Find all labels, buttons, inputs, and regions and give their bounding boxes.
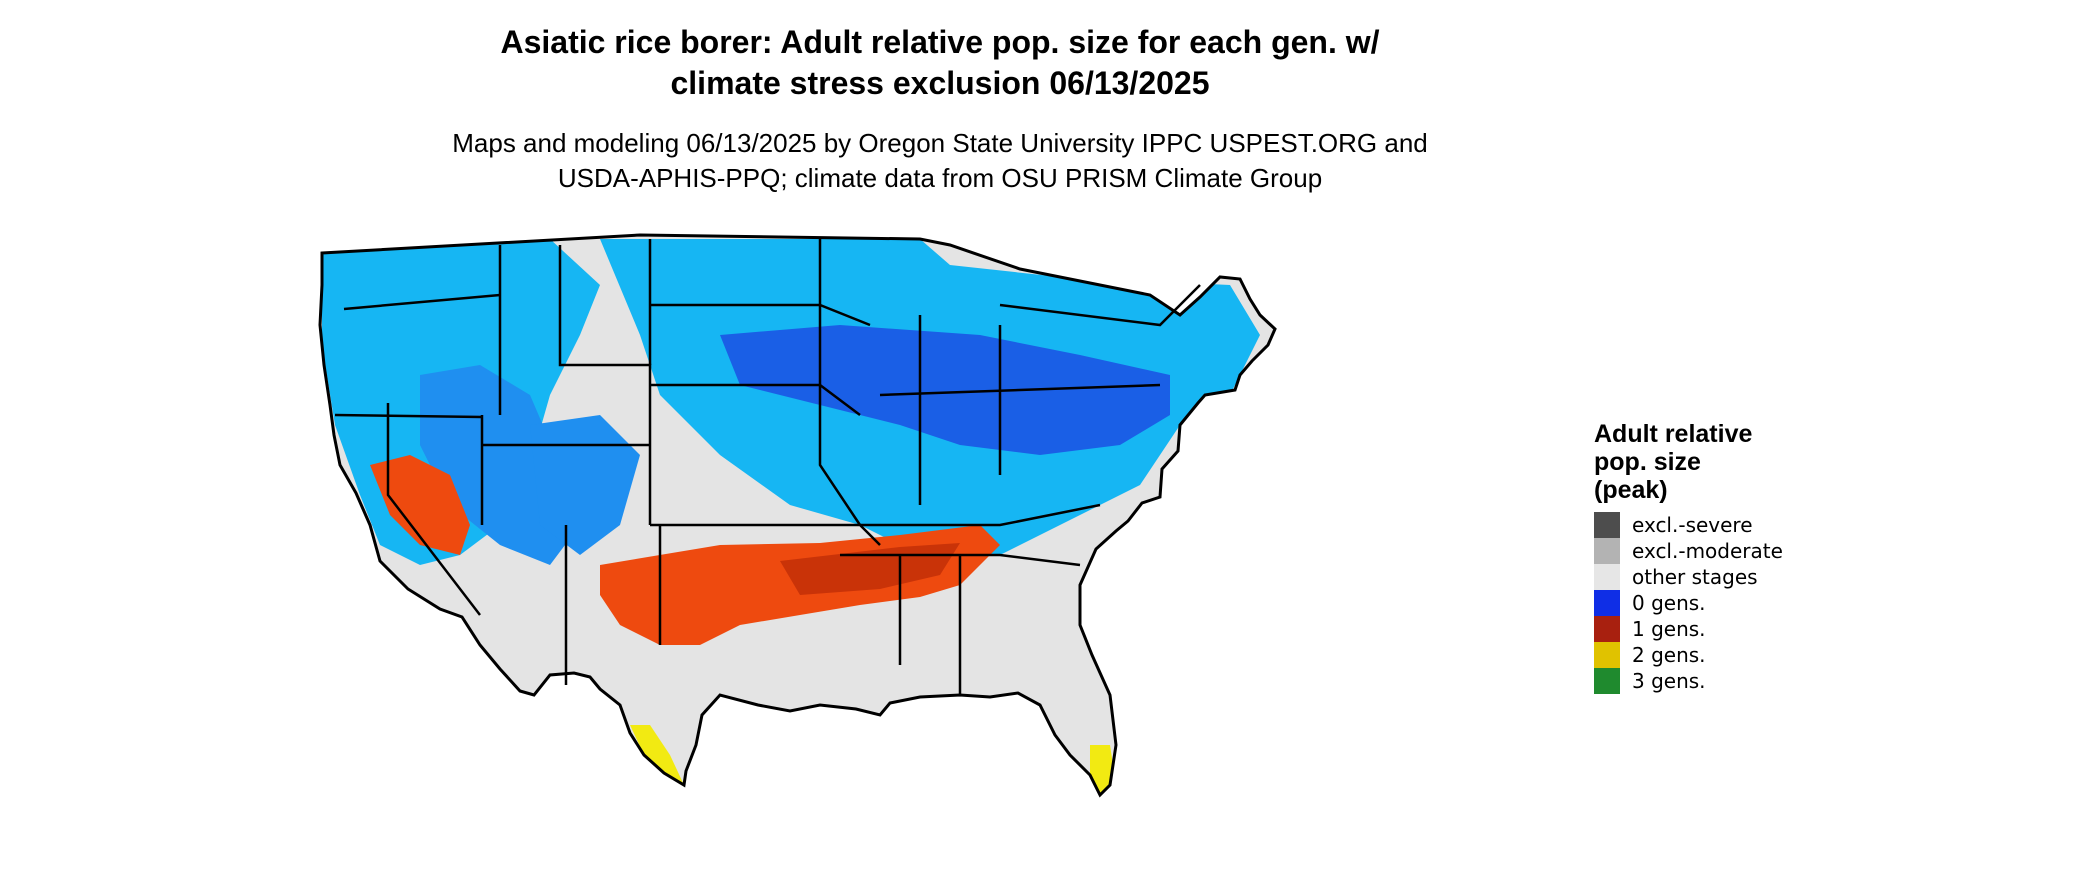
us-map — [318, 233, 1277, 797]
legend-swatch-excl-severe — [1594, 512, 1620, 538]
map-subtitle-line2: USDA-APHIS-PPQ; climate data from OSU PR… — [557, 163, 1323, 193]
region-yellow-texas — [630, 725, 684, 785]
border-or-ca-nv — [334, 413, 483, 419]
region-blue-southwest-high — [530, 415, 640, 555]
legend-title-line3: (peak) — [1594, 476, 1668, 504]
legend-swatch-3-gens — [1594, 668, 1620, 694]
legend-title-line1: Adult relative — [1594, 420, 1753, 448]
border-ny-pa — [999, 284, 1201, 327]
border-wa-or — [343, 293, 501, 311]
map-subtitle-line1: Maps and modeling 06/13/2025 by Oregon S… — [452, 128, 1428, 158]
border-tn-ky — [860, 503, 1101, 527]
legend-item-1-gens: 1 gens. — [1594, 616, 1814, 642]
legend-label-1-gens: 1 gens. — [1632, 617, 1706, 641]
legend-item-excl-moderate: excl.-moderate — [1594, 538, 1814, 564]
legend-item-excl-severe: excl.-severe — [1594, 512, 1814, 538]
legend-label-3-gens: 3 gens. — [1632, 669, 1706, 693]
state-borders — [334, 239, 1201, 695]
legend-item-other-stages: other stages — [1594, 564, 1814, 590]
legend-swatch-1-gens — [1594, 616, 1620, 642]
map-fill-layers — [320, 235, 1275, 795]
map-title-line2: climate stress exclusion 06/13/2025 — [670, 65, 1210, 101]
legend-swatch-excl-moderate — [1594, 538, 1620, 564]
legend-label-2-gens: 2 gens. — [1632, 643, 1706, 667]
legend-swatch-other-stages — [1594, 564, 1620, 590]
legend-title-line2: pop. size — [1594, 448, 1701, 476]
border-southeast-north — [840, 553, 1081, 567]
map-title-line1: Asiatic rice borer: Adult relative pop. … — [500, 24, 1380, 60]
legend-item-2-gens: 2 gens. — [1594, 642, 1814, 668]
title-block: Asiatic rice borer: Adult relative pop. … — [0, 22, 1880, 196]
region-orange-southwest — [370, 455, 470, 555]
legend-swatch-2-gens — [1594, 642, 1620, 668]
border-ia-il-in-oh — [879, 383, 1161, 397]
legend-label-other-stages: other stages — [1632, 565, 1758, 589]
legend-item-3-gens: 3 gens. — [1594, 668, 1814, 694]
border-nv-ca — [386, 403, 481, 616]
map-legend: Adult relative pop. size (peak) excl.-se… — [1594, 420, 1814, 694]
border-wy-co — [558, 245, 652, 525]
legend-item-0-gens: 0 gens. — [1594, 590, 1814, 616]
legend-label-excl-moderate: excl.-moderate — [1632, 539, 1783, 563]
border-mn-ia-mo — [818, 239, 862, 526]
region-blue-midwest-core — [720, 325, 1170, 455]
legend-label-0-gens: 0 gens. — [1632, 591, 1706, 615]
legend-swatch-0-gens — [1594, 590, 1620, 616]
legend-label-excl-severe: excl.-severe — [1632, 513, 1753, 537]
